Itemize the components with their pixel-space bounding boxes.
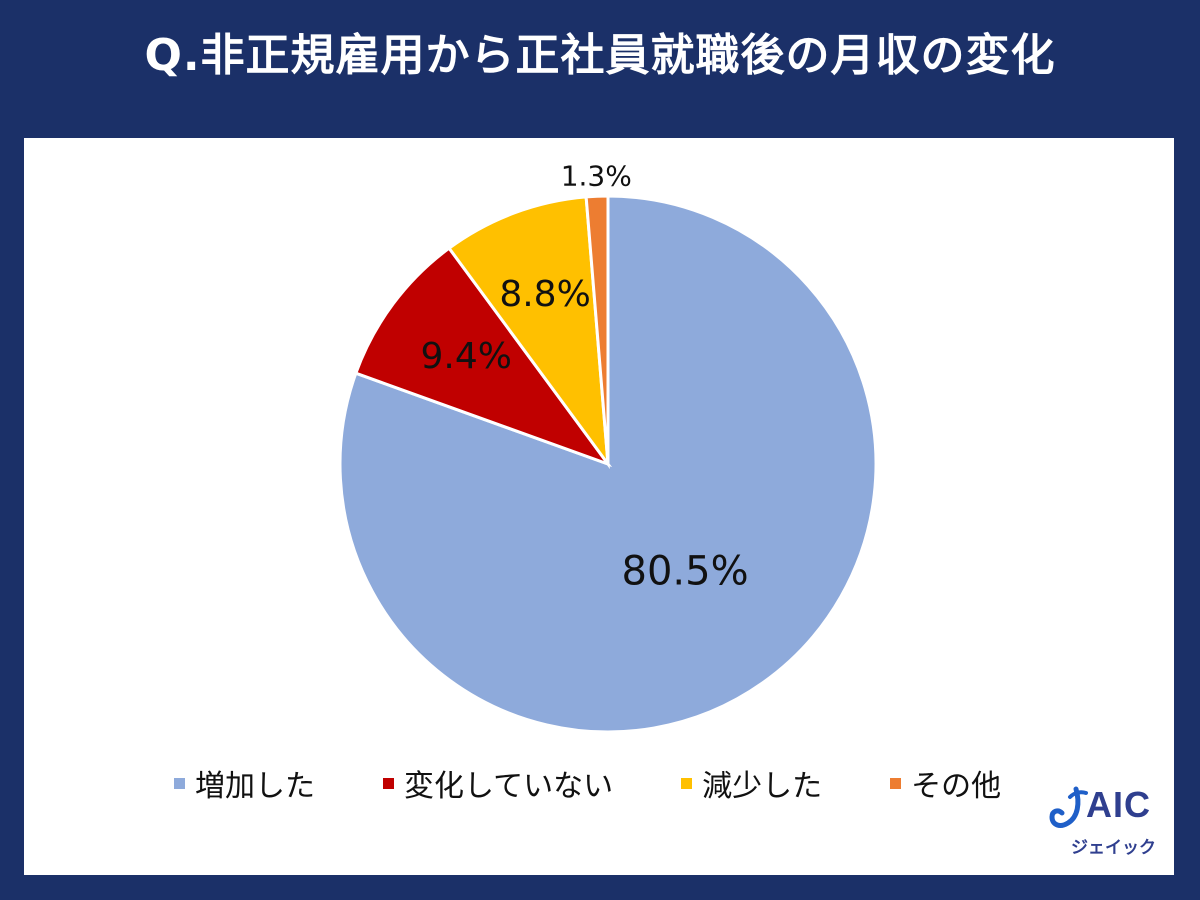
legend-swatch bbox=[383, 777, 394, 789]
company-logo: AIC ジェイック bbox=[1046, 783, 1156, 863]
data-label-2: 9.4% bbox=[420, 336, 511, 377]
chart-title: Q.非正規雇用から正社員就職後の月収の変化 bbox=[144, 30, 1056, 81]
legend-item-2: 変化していない bbox=[383, 761, 613, 805]
legend-swatch bbox=[890, 777, 902, 789]
data-label-3: 8.8% bbox=[499, 274, 590, 315]
logo-j-mark-icon bbox=[1049, 786, 1088, 828]
pie-slice-2 bbox=[353, 246, 613, 468]
pie-slice-4 bbox=[584, 194, 610, 465]
legend-swatch bbox=[174, 777, 185, 789]
chart-panel: 80.5% 9.4% 8.8% 1.3% 増加した 変化していない 減少した その他 AIC… bbox=[24, 138, 1174, 875]
pie-slice-3 bbox=[447, 195, 610, 470]
legend-label: 減少した bbox=[702, 769, 823, 804]
logo-wordmark: AIC bbox=[1086, 784, 1151, 825]
legend-label: その他 bbox=[911, 769, 1002, 804]
data-label-4: 1.3% bbox=[561, 159, 632, 192]
legend-item-3: 減少した bbox=[681, 761, 822, 805]
legend-item-4: その他 bbox=[890, 761, 1001, 805]
legend-label: 増加した bbox=[195, 769, 315, 804]
chart-legend: 増加した 変化していない 減少した その他 bbox=[174, 758, 1069, 808]
pie-chart: 80.5% 9.4% 8.8% 1.3% bbox=[338, 159, 878, 734]
logo-kana: ジェイック bbox=[1071, 838, 1156, 858]
legend-swatch bbox=[681, 777, 693, 789]
legend-item-1: 増加した bbox=[174, 761, 315, 805]
legend-label: 変化していない bbox=[404, 769, 614, 804]
data-label-1: 80.5% bbox=[622, 549, 749, 595]
